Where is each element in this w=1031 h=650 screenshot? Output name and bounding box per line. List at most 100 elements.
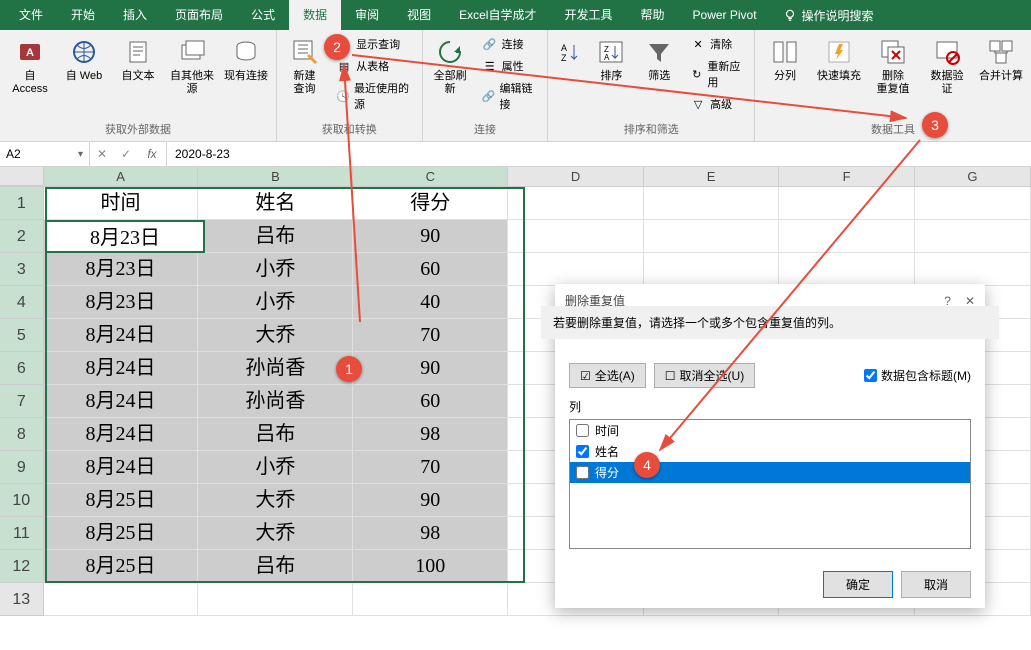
btn-reapply[interactable]: ↻重新应用: [686, 56, 748, 92]
column-header[interactable]: C: [353, 167, 508, 186]
cell[interactable]: 吕布: [198, 418, 353, 451]
cell[interactable]: 8月23日: [44, 253, 199, 286]
btn-data-validation[interactable]: 数据验 证: [923, 34, 971, 98]
tab-help[interactable]: 帮助: [627, 0, 679, 30]
tab-layout[interactable]: 页面布局: [161, 0, 237, 30]
btn-properties[interactable]: ☰属性: [478, 56, 542, 76]
cell[interactable]: 小乔: [198, 451, 353, 484]
column-header[interactable]: B: [198, 167, 353, 186]
cell[interactable]: 小乔: [198, 253, 353, 286]
column-list-item[interactable]: 得分: [570, 462, 970, 483]
data-has-headers-checkbox[interactable]: 数据包含标题(M): [864, 367, 971, 384]
tab-pp[interactable]: Power Pivot: [679, 0, 771, 30]
cell[interactable]: 大乔: [198, 517, 353, 550]
tab-view[interactable]: 视图: [393, 0, 445, 30]
cell[interactable]: 8月24日: [44, 451, 199, 484]
cell[interactable]: 90: [353, 352, 508, 385]
tab-dev[interactable]: 开发工具: [550, 0, 626, 30]
btn-advanced[interactable]: ▽高级: [686, 94, 748, 114]
cell[interactable]: [644, 220, 780, 253]
btn-edit-links[interactable]: 🔗编辑链接: [478, 78, 542, 114]
column-header[interactable]: F: [779, 167, 915, 186]
cell[interactable]: [508, 187, 644, 220]
row-header[interactable]: 1: [0, 187, 44, 220]
cell[interactable]: 8月24日: [44, 418, 199, 451]
cancel-button[interactable]: 取消: [901, 571, 971, 598]
cell[interactable]: 时间: [44, 187, 199, 220]
cell[interactable]: 姓名: [198, 187, 353, 220]
cell[interactable]: 8月25日: [44, 484, 199, 517]
tab-formulas[interactable]: 公式: [237, 0, 289, 30]
row-header[interactable]: 3: [0, 253, 44, 286]
cell[interactable]: 90: [353, 484, 508, 517]
cell[interactable]: 90: [353, 220, 508, 253]
cell[interactable]: [915, 253, 1031, 286]
cell[interactable]: [915, 220, 1031, 253]
column-header[interactable]: G: [915, 167, 1031, 186]
btn-from-other[interactable]: 自其他来源: [168, 34, 216, 98]
row-header[interactable]: 5: [0, 319, 44, 352]
cell[interactable]: 得分: [353, 187, 508, 220]
btn-refresh-all[interactable]: 全部刷新: [429, 34, 472, 98]
cell[interactable]: 8月25日: [44, 517, 199, 550]
cell[interactable]: 8月24日: [44, 352, 199, 385]
cell[interactable]: [644, 187, 780, 220]
btn-clear-filter[interactable]: ✕清除: [686, 34, 748, 54]
cell[interactable]: [508, 253, 644, 286]
row-header[interactable]: 6: [0, 352, 44, 385]
tab-insert[interactable]: 插入: [109, 0, 161, 30]
tab-data[interactable]: 数据: [289, 0, 341, 30]
row-header[interactable]: 11: [0, 517, 44, 550]
cell[interactable]: [779, 253, 915, 286]
tab-home[interactable]: 开始: [57, 0, 109, 30]
tab-review[interactable]: 审阅: [341, 0, 393, 30]
cell[interactable]: [779, 187, 915, 220]
deselect-all-button[interactable]: ☐取消全选(U): [654, 363, 755, 388]
row-header[interactable]: 2: [0, 220, 44, 253]
dialog-help-button[interactable]: ?: [944, 294, 951, 308]
cell[interactable]: [198, 583, 353, 616]
cell[interactable]: 60: [353, 253, 508, 286]
cell[interactable]: 小乔: [198, 286, 353, 319]
btn-remove-duplicates[interactable]: 删除 重复值: [869, 34, 917, 98]
cell[interactable]: 大乔: [198, 484, 353, 517]
cell[interactable]: 8月23日: [44, 286, 199, 319]
cell[interactable]: 70: [353, 451, 508, 484]
cell[interactable]: [779, 220, 915, 253]
row-header[interactable]: 10: [0, 484, 44, 517]
cell[interactable]: 98: [353, 418, 508, 451]
row-header[interactable]: 9: [0, 451, 44, 484]
row-header[interactable]: 4: [0, 286, 44, 319]
row-header[interactable]: 8: [0, 418, 44, 451]
btn-text-to-columns[interactable]: 分列: [761, 34, 809, 85]
columns-listbox[interactable]: 时间姓名得分: [569, 419, 971, 549]
btn-recent-sources[interactable]: 🕓最近使用的源: [332, 78, 416, 114]
cell[interactable]: 8月24日: [44, 385, 199, 418]
cell[interactable]: 8月23日: [44, 220, 199, 253]
column-list-item[interactable]: 时间: [570, 420, 970, 441]
select-all-button[interactable]: ☑全选(A): [569, 363, 646, 388]
column-header[interactable]: A: [44, 167, 199, 186]
cell[interactable]: 98: [353, 517, 508, 550]
btn-sort-asc[interactable]: AZ: [554, 34, 584, 70]
cell[interactable]: 70: [353, 319, 508, 352]
row-header[interactable]: 7: [0, 385, 44, 418]
btn-sort[interactable]: ZA 排序: [590, 34, 632, 85]
btn-new-query[interactable]: 新建 查询: [283, 34, 326, 98]
tab-self[interactable]: Excel自学成才: [445, 0, 550, 30]
cell[interactable]: [508, 220, 644, 253]
cell[interactable]: [915, 187, 1031, 220]
ok-button[interactable]: 确定: [823, 571, 893, 598]
column-list-item[interactable]: 姓名: [570, 441, 970, 462]
cancel-formula-button[interactable]: ✕: [90, 147, 114, 161]
tell-me-search[interactable]: 操作说明搜索: [771, 7, 886, 24]
cell[interactable]: [44, 583, 199, 616]
cell[interactable]: 吕布: [198, 220, 353, 253]
btn-existing-conn[interactable]: 现有连接: [222, 34, 270, 85]
name-box[interactable]: A2 ▾: [0, 142, 90, 166]
btn-filter[interactable]: 筛选: [638, 34, 680, 85]
row-header[interactable]: 13: [0, 583, 44, 616]
cell[interactable]: 60: [353, 385, 508, 418]
cell[interactable]: 100: [353, 550, 508, 583]
tab-file[interactable]: 文件: [5, 0, 57, 30]
